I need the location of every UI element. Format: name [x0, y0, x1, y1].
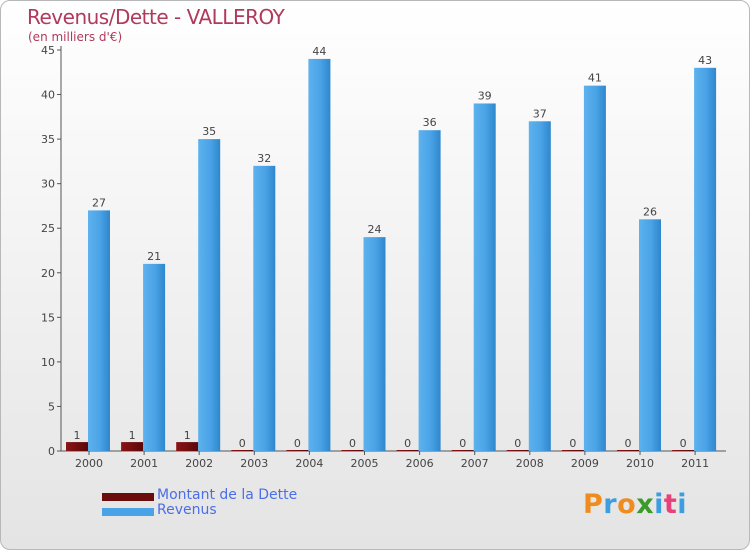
- data-label-dette: 0: [569, 437, 576, 450]
- chart-subtitle: (en milliers d'€): [28, 30, 123, 44]
- data-label-revenus: 26: [643, 205, 657, 218]
- data-label-revenus: 35: [202, 125, 216, 138]
- bar-dette: [451, 450, 474, 451]
- bar-dette: [176, 442, 199, 451]
- y-tick-label: 25: [41, 222, 55, 235]
- y-tick-label: 20: [41, 267, 55, 280]
- data-label-revenus: 41: [588, 72, 602, 85]
- data-label-revenus: 32: [257, 152, 271, 165]
- bar-revenus: [143, 263, 166, 451]
- bar-dette: [341, 450, 364, 451]
- bar-revenus: [418, 130, 441, 451]
- logo-letter: r: [603, 489, 618, 520]
- x-tick-label: 2007: [461, 457, 489, 470]
- legend-swatch-dette: [102, 493, 154, 501]
- data-label-dette: 0: [349, 437, 356, 450]
- x-tick-label: 2004: [295, 457, 323, 470]
- data-label-revenus: 39: [478, 89, 492, 102]
- bar-revenus: [473, 103, 496, 451]
- data-label-revenus: 44: [312, 45, 326, 58]
- x-tick-label: 2006: [406, 457, 434, 470]
- bar-dette: [506, 450, 529, 451]
- x-tick-label: 2001: [130, 457, 158, 470]
- x-tick-label: 2002: [185, 457, 213, 470]
- data-label-dette: 0: [459, 437, 466, 450]
- y-tick-label: 10: [41, 356, 55, 369]
- data-label-dette: 0: [625, 437, 632, 450]
- x-tick-label: 2000: [75, 457, 103, 470]
- legend-swatch-revenus: [102, 508, 154, 516]
- bar-dette: [672, 450, 695, 451]
- logo-letter: t: [663, 489, 678, 520]
- bar-dette: [121, 442, 144, 451]
- legend-label-dette: Montant de la Dette: [157, 487, 298, 503]
- logo-letter: o: [617, 489, 637, 520]
- bar-dette: [231, 450, 254, 451]
- y-tick-label: 30: [41, 178, 55, 191]
- data-label-revenus: 21: [147, 250, 161, 263]
- logo-letter: i: [677, 489, 688, 520]
- bar-revenus: [528, 121, 551, 452]
- data-label-dette: 0: [514, 437, 521, 450]
- bar-dette: [396, 450, 419, 451]
- x-tick-label: 2008: [516, 457, 544, 470]
- x-tick-label: 2010: [626, 457, 654, 470]
- data-label-dette: 0: [680, 437, 687, 450]
- x-tick-label: 2011: [681, 457, 709, 470]
- bar-revenus: [198, 139, 221, 451]
- bar-dette: [286, 450, 309, 451]
- legend-label-revenus: Revenus: [157, 502, 217, 518]
- bar-revenus: [363, 237, 386, 451]
- logo-letter: P: [583, 489, 604, 520]
- data-label-dette: 0: [404, 437, 411, 450]
- logo-letter: x: [636, 489, 655, 520]
- bar-dette: [617, 450, 639, 451]
- x-tick-label: 2009: [571, 457, 599, 470]
- data-label-dette: 1: [184, 429, 191, 442]
- data-label-revenus: 37: [533, 107, 547, 120]
- bar-revenus: [308, 58, 331, 452]
- x-tick-label: 2003: [240, 457, 268, 470]
- y-tick-label: 0: [48, 445, 55, 458]
- bar-dette: [66, 442, 88, 451]
- chart-title: Revenus/Dette - VALLEROY: [27, 5, 285, 29]
- bar-revenus: [583, 85, 606, 452]
- y-tick-label: 35: [41, 133, 55, 146]
- bar-revenus: [639, 219, 661, 451]
- y-tick-label: 5: [48, 400, 55, 413]
- x-tick-label: 2005: [351, 457, 379, 470]
- y-tick-label: 45: [41, 44, 55, 57]
- data-label-revenus: 36: [423, 116, 437, 129]
- data-label-revenus: 27: [92, 196, 106, 209]
- bar-revenus: [253, 165, 276, 451]
- y-tick-label: 15: [41, 311, 55, 324]
- y-tick-label: 40: [41, 89, 55, 102]
- logo-letter: i: [654, 489, 664, 520]
- data-label-revenus: 24: [368, 223, 382, 236]
- data-label-dette: 1: [74, 429, 81, 442]
- data-label-dette: 0: [239, 437, 246, 450]
- data-label-dette: 1: [129, 429, 136, 442]
- bar-dette: [561, 450, 584, 451]
- bar-revenus: [88, 210, 110, 451]
- data-label-revenus: 43: [698, 54, 712, 67]
- proxiti-logo: Proxiti: [583, 489, 687, 520]
- bar-revenus: [694, 67, 717, 452]
- data-label-dette: 0: [294, 437, 301, 450]
